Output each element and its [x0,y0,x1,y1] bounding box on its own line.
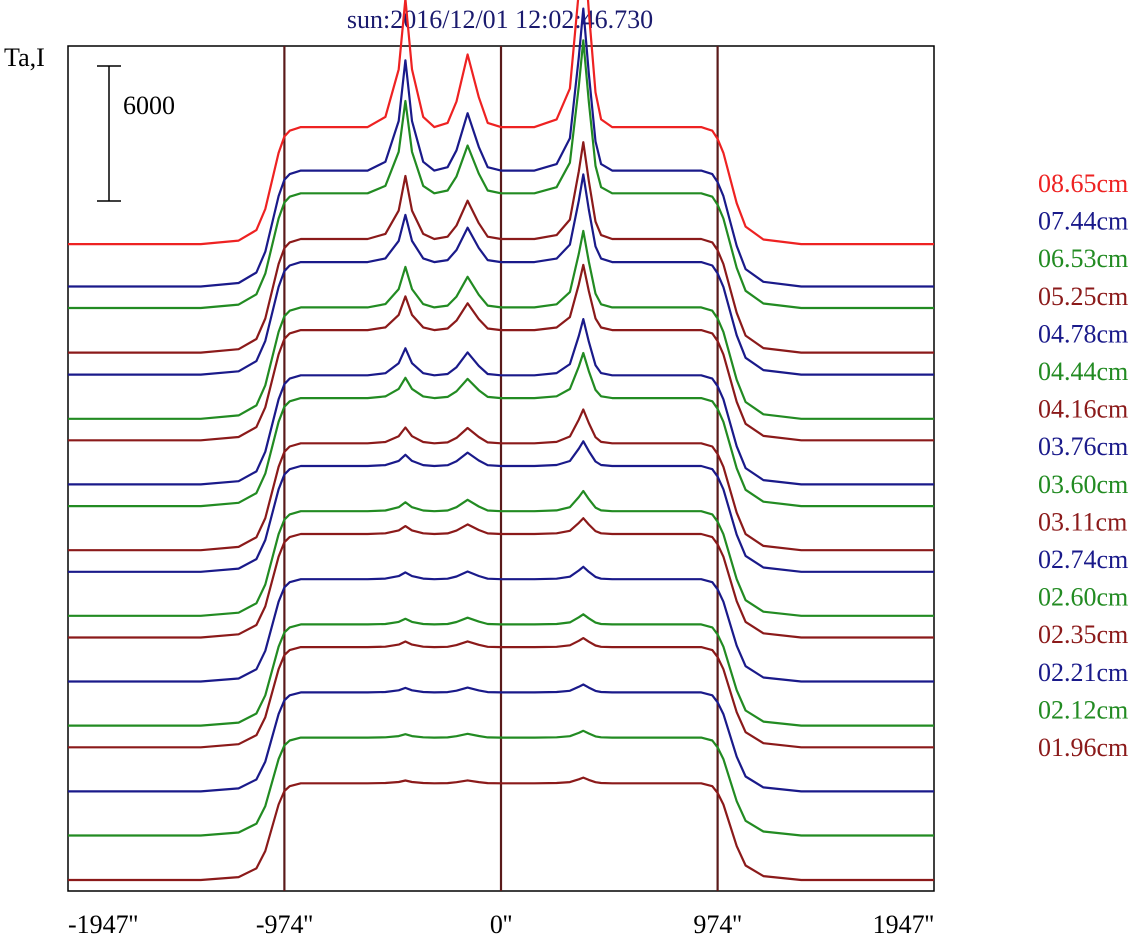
scale-bar-label: 6000 [123,91,175,120]
legend-item: 02.12cm [1038,695,1128,724]
series-line-12 [68,517,934,639]
legend: 08.65cm 07.44cm 06.53cm 05.25cm 04.78cm 04.44… [1038,169,1128,762]
series-line-1 [68,7,934,288]
series-line-4 [68,173,934,376]
series-line-15 [68,636,934,749]
legend-item: 02.60cm [1038,583,1128,612]
legend-item: 01.96cm [1038,733,1128,762]
series-line-9 [68,408,934,552]
series-line-17 [68,729,934,837]
chart-title: sun:2016/12/01 12:02:46.730 [347,5,653,34]
series-line-14 [68,613,934,727]
x-tick-label: 974'' [693,910,741,939]
legend-item: 08.65cm [1038,169,1128,198]
legend-item: 05.25cm [1038,282,1128,311]
series-lines [68,0,934,882]
series-line-2 [68,39,934,310]
series-line-5 [68,229,934,420]
legend-item: 02.74cm [1038,545,1128,574]
legend-item: 04.44cm [1038,357,1128,386]
legend-item: 03.76cm [1038,432,1128,461]
x-tick-label: 0'' [490,910,512,939]
series-line-11 [68,489,934,617]
series-line-16 [68,683,934,793]
series-line-3 [68,141,934,354]
series-line-18 [68,776,934,882]
x-tick-label: -974'' [256,910,313,939]
legend-item: 04.16cm [1038,395,1128,424]
series-line-10 [68,440,934,573]
series-line-0 [68,0,934,246]
legend-item: 04.78cm [1038,319,1128,348]
series-line-13 [68,565,934,683]
legend-item: 03.60cm [1038,470,1128,499]
marker-lines [283,46,719,891]
legend-item: 02.35cm [1038,620,1128,649]
series-line-8 [68,351,934,508]
series-line-6 [68,263,934,442]
legend-item: 07.44cm [1038,207,1128,236]
legend-item: 03.11cm [1038,507,1127,536]
legend-item: 06.53cm [1038,244,1128,273]
x-tick-label: -1947'' [68,910,138,939]
legend-item: 02.21cm [1038,658,1128,687]
scale-bar: 6000 [97,65,175,202]
y-axis-label: Ta,I [4,43,45,72]
series-line-7 [68,318,934,486]
x-tick-labels: -1947'' -974'' 0'' 974'' 1947'' [68,910,934,939]
x-tick-label: 1947'' [873,910,934,939]
